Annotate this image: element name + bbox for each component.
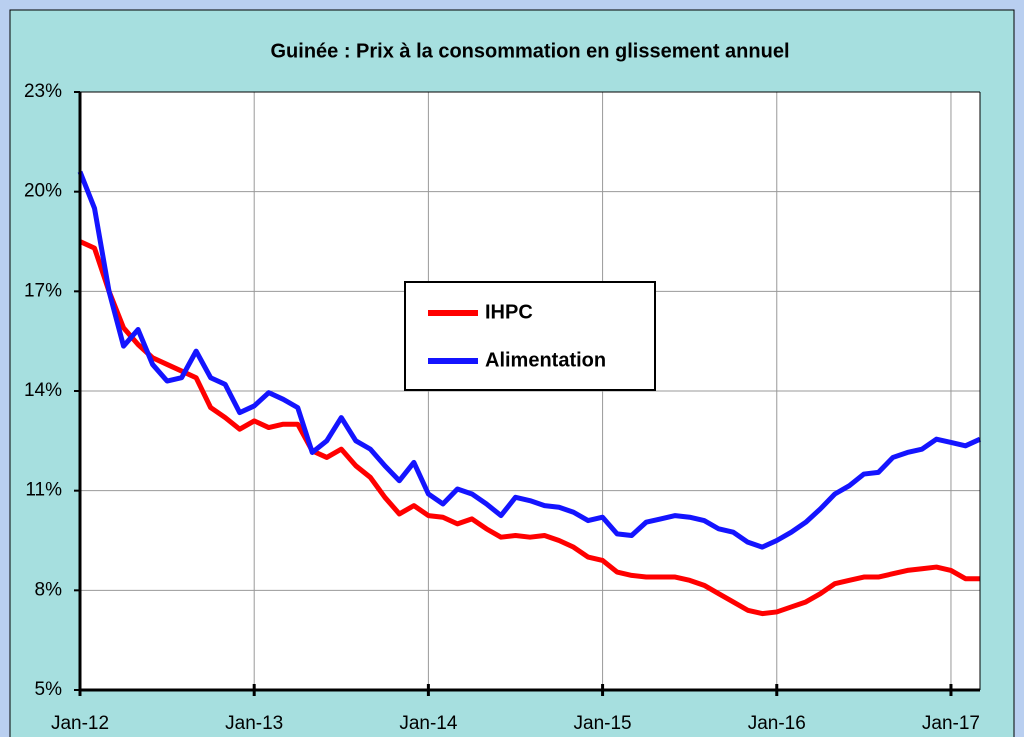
y-tick-label: 8% [35, 579, 63, 600]
legend-label: Alimentation [485, 349, 606, 371]
legend-label: IHPC [485, 301, 533, 323]
x-tick-label: Jan-12 [51, 713, 109, 734]
x-tick-label: Jan-16 [748, 713, 806, 734]
y-tick-label: 5% [35, 679, 63, 700]
y-tick-label: 23% [24, 81, 62, 102]
y-tick-label: 17% [24, 280, 62, 301]
line-series [77, 170, 982, 550]
y-tick-label: 20% [24, 181, 62, 202]
x-tick-label: Jan-17 [922, 713, 980, 734]
x-tick-label: Jan-13 [225, 713, 283, 734]
y-tick-label: 14% [24, 380, 62, 401]
line-series [78, 239, 980, 617]
y-tick-label: 11% [25, 480, 62, 501]
x-tick-label: Jan-14 [399, 713, 458, 734]
chart-title: Guinée : Prix à la consommation en gliss… [270, 40, 789, 62]
legend-box [404, 281, 656, 391]
x-tick-label: Jan-15 [574, 713, 632, 734]
